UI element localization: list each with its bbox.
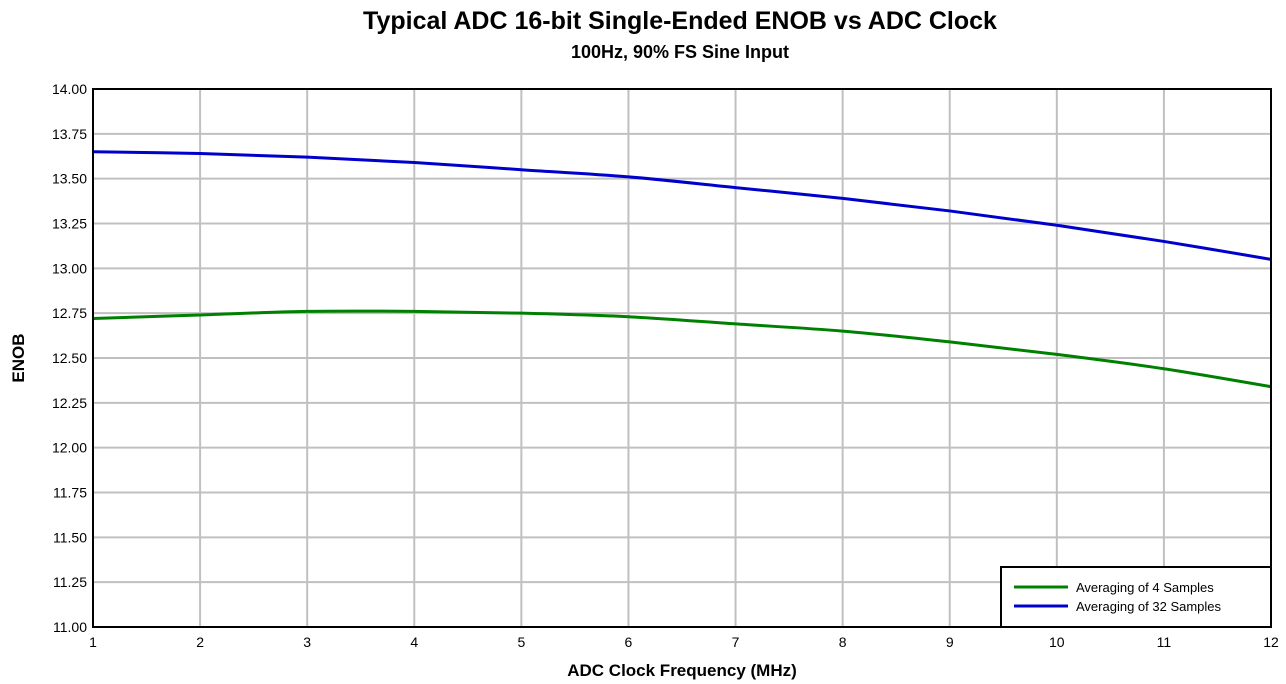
y-tick-label: 13.25 bbox=[52, 216, 87, 232]
x-tick-labels: 1 2 3 4 5 6 7 8 9 10 11 12 bbox=[89, 634, 1279, 650]
y-axis-label: ENOB bbox=[9, 333, 28, 382]
legend-label-series-1: Averaging of 32 Samples bbox=[1076, 599, 1222, 614]
chart-title: Typical ADC 16-bit Single-Ended ENOB vs … bbox=[363, 7, 997, 35]
x-tick-label: 7 bbox=[732, 634, 740, 650]
legend: Averaging of 4 Samples Averaging of 32 S… bbox=[1000, 566, 1272, 628]
x-tick-label: 5 bbox=[517, 634, 525, 650]
y-tick-label: 12.75 bbox=[52, 305, 87, 321]
y-tick-label: 12.00 bbox=[52, 440, 87, 456]
x-tick-label: 4 bbox=[410, 634, 418, 650]
legend-box bbox=[1000, 566, 1272, 628]
x-tick-label: 8 bbox=[839, 634, 847, 650]
y-tick-label: 12.50 bbox=[52, 350, 87, 366]
y-tick-label: 11.75 bbox=[53, 485, 87, 501]
y-tick-label: 11.00 bbox=[53, 619, 87, 635]
x-tick-label: 3 bbox=[303, 634, 311, 650]
x-tick-label: 6 bbox=[625, 634, 633, 650]
x-tick-label: 2 bbox=[196, 634, 204, 650]
x-tick-label: 1 bbox=[89, 634, 97, 650]
chart-subtitle: 100Hz, 90% FS Sine Input bbox=[571, 42, 789, 62]
series-line-1 bbox=[92, 150, 1272, 261]
y-tick-label: 13.75 bbox=[52, 126, 87, 142]
x-tick-label: 10 bbox=[1049, 634, 1065, 650]
y-tick-label: 14.00 bbox=[52, 81, 87, 97]
y-tick-labels: 11.00 11.25 11.50 11.75 12.00 12.25 12.50 12.75… bbox=[52, 81, 87, 635]
y-tick-label: 13.50 bbox=[52, 171, 87, 187]
y-tick-label: 11.25 bbox=[53, 574, 87, 590]
series-line-0 bbox=[92, 309, 1272, 389]
x-axis-label: ADC Clock Frequency (MHz) bbox=[567, 661, 797, 680]
y-tick-label: 13.00 bbox=[52, 260, 87, 276]
x-tick-label: 9 bbox=[946, 634, 954, 650]
x-tick-label: 11 bbox=[1157, 634, 1172, 650]
plot-frame bbox=[92, 88, 1272, 628]
legend-label-series-0: Averaging of 4 Samples bbox=[1076, 580, 1214, 595]
series-lines bbox=[92, 150, 1272, 389]
x-tick-label: 12 bbox=[1263, 634, 1279, 650]
y-tick-label: 11.50 bbox=[53, 529, 87, 545]
y-tick-label: 12.25 bbox=[52, 395, 87, 411]
